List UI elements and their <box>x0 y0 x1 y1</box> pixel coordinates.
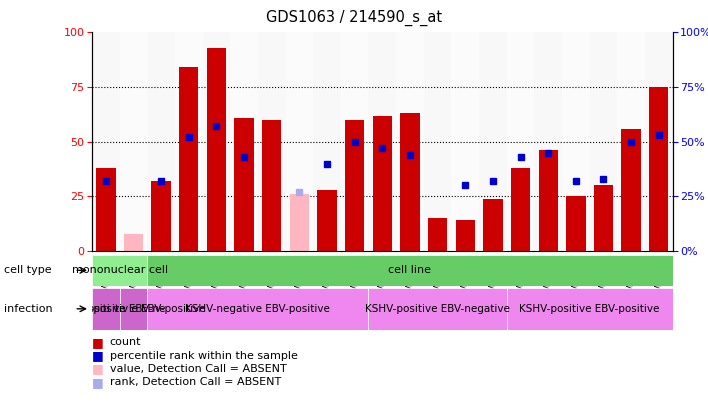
Bar <box>230 32 258 251</box>
Text: KSHV-negative EBV-positive: KSHV-negative EBV-positive <box>185 304 331 314</box>
Bar <box>92 288 120 330</box>
Text: cell type: cell type <box>4 265 51 275</box>
Text: ■: ■ <box>92 349 104 362</box>
Bar <box>262 120 281 251</box>
Bar <box>507 288 673 330</box>
Bar <box>147 32 175 251</box>
Bar <box>539 151 558 251</box>
Bar <box>455 220 475 251</box>
Text: KSHV-positive EBV-positive: KSHV-positive EBV-positive <box>520 304 660 314</box>
Bar <box>290 194 309 251</box>
Bar <box>372 115 392 251</box>
Bar <box>396 32 424 251</box>
Text: value, Detection Call = ABSENT: value, Detection Call = ABSENT <box>110 364 287 374</box>
Bar <box>92 32 120 251</box>
Bar <box>258 32 285 251</box>
Bar <box>368 32 396 251</box>
Bar <box>96 168 115 251</box>
Text: KSHV -positi ve EBV-ne: KSHV -positi ve EBV-ne <box>46 304 166 314</box>
Text: infection: infection <box>4 304 52 314</box>
Text: ■: ■ <box>92 362 104 375</box>
Bar <box>622 129 641 251</box>
Bar <box>179 67 198 251</box>
Bar <box>285 32 313 251</box>
Bar <box>92 255 147 286</box>
Bar <box>645 32 673 251</box>
Bar <box>428 218 447 251</box>
Bar <box>341 32 368 251</box>
Text: KSHV-positiv e EBV-positive: KSHV-positiv e EBV-positive <box>62 304 205 314</box>
Bar <box>507 32 535 251</box>
Bar <box>479 32 507 251</box>
Text: ■: ■ <box>92 376 104 389</box>
Text: count: count <box>110 337 141 347</box>
Bar <box>234 118 253 251</box>
Bar <box>594 185 613 251</box>
Bar <box>124 234 143 251</box>
Text: GDS1063 / 214590_s_at: GDS1063 / 214590_s_at <box>266 10 442 26</box>
Text: mononuclear cell: mononuclear cell <box>72 265 168 275</box>
Bar <box>175 32 202 251</box>
Text: percentile rank within the sample: percentile rank within the sample <box>110 351 297 360</box>
Bar <box>147 288 368 330</box>
Bar <box>368 288 507 330</box>
Bar <box>152 181 171 251</box>
Text: ■: ■ <box>92 336 104 349</box>
Bar <box>484 198 503 251</box>
Bar <box>202 32 230 251</box>
Bar <box>511 168 530 251</box>
Text: cell line: cell line <box>389 265 431 275</box>
Bar <box>617 32 645 251</box>
Bar <box>452 32 479 251</box>
Text: KSHV-positive EBV-negative: KSHV-positive EBV-negative <box>365 304 510 314</box>
Bar <box>120 32 147 251</box>
Bar <box>424 32 452 251</box>
Bar <box>535 32 562 251</box>
Bar <box>649 87 668 251</box>
Bar <box>313 32 341 251</box>
Text: rank, Detection Call = ABSENT: rank, Detection Call = ABSENT <box>110 377 281 387</box>
Bar <box>566 196 586 251</box>
Bar <box>207 48 226 251</box>
Bar <box>590 32 617 251</box>
Bar <box>562 32 590 251</box>
Bar <box>345 120 365 251</box>
Bar <box>120 288 147 330</box>
Bar <box>400 113 420 251</box>
Bar <box>317 190 337 251</box>
